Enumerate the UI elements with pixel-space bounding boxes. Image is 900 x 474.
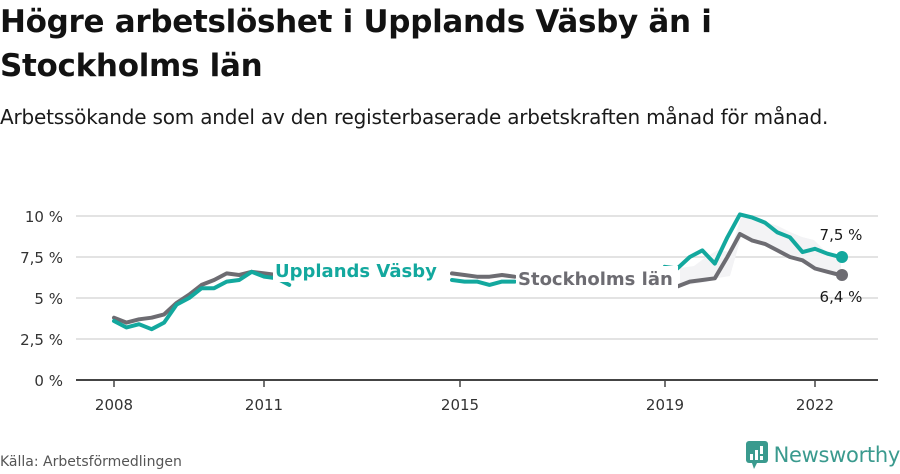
y-tick-2-5: 2,5 % (20, 331, 63, 349)
y-tick-10: 10 % (25, 208, 63, 226)
x-tick-2011: 2011 (245, 396, 283, 414)
x-tick-2019: 2019 (646, 396, 684, 414)
y-axis-labels: 10 % 7,5 % 5 % 2,5 % 0 % (20, 208, 63, 390)
y-tick-0: 0 % (34, 372, 63, 390)
source-note: Källa: Arbetsförmedlingen (0, 454, 182, 470)
series-label-upplands-vasby: Upplands Väsby (275, 261, 437, 282)
x-tick-2022: 2022 (796, 396, 834, 414)
end-value-stockholm: 6,4 % (820, 288, 863, 306)
series-line-upplands-vasby (112, 269, 292, 332)
brand-name: Newsworthy (773, 443, 900, 467)
newsworthy-logo-icon (745, 441, 768, 469)
newsworthy-brand[interactable]: Newsworthy (745, 441, 900, 469)
label-mask-stockholm (516, 266, 678, 290)
x-axis: 2008 2011 2015 2019 2022 (76, 379, 878, 414)
label-mask-upplands (273, 258, 441, 282)
end-value-upplands: 7,5 % (820, 226, 863, 244)
end-marker-stockholm (836, 269, 848, 281)
chart-title: Högre arbetslöshet i Upplands Väsby än i… (0, 4, 712, 84)
series-label-stockholms-lan: Stockholms län (518, 269, 673, 290)
y-tick-5: 5 % (34, 290, 63, 308)
series-line-stockholms-lan (450, 271, 517, 279)
x-tick-2015: 2015 (441, 396, 479, 414)
series-line-stockholms-lan (675, 232, 842, 289)
y-tick-7-5: 7,5 % (20, 249, 63, 267)
series-line-upplands-vasby (450, 278, 517, 287)
chart-subtitle: Arbetssökande som andel av den registerb… (0, 105, 829, 129)
series-line-stockholms-lan (112, 269, 292, 325)
end-marker-upplands (836, 251, 848, 263)
series-line-upplands-vasby (662, 212, 842, 271)
x-tick-2008: 2008 (95, 396, 133, 414)
series-lines (112, 212, 842, 332)
